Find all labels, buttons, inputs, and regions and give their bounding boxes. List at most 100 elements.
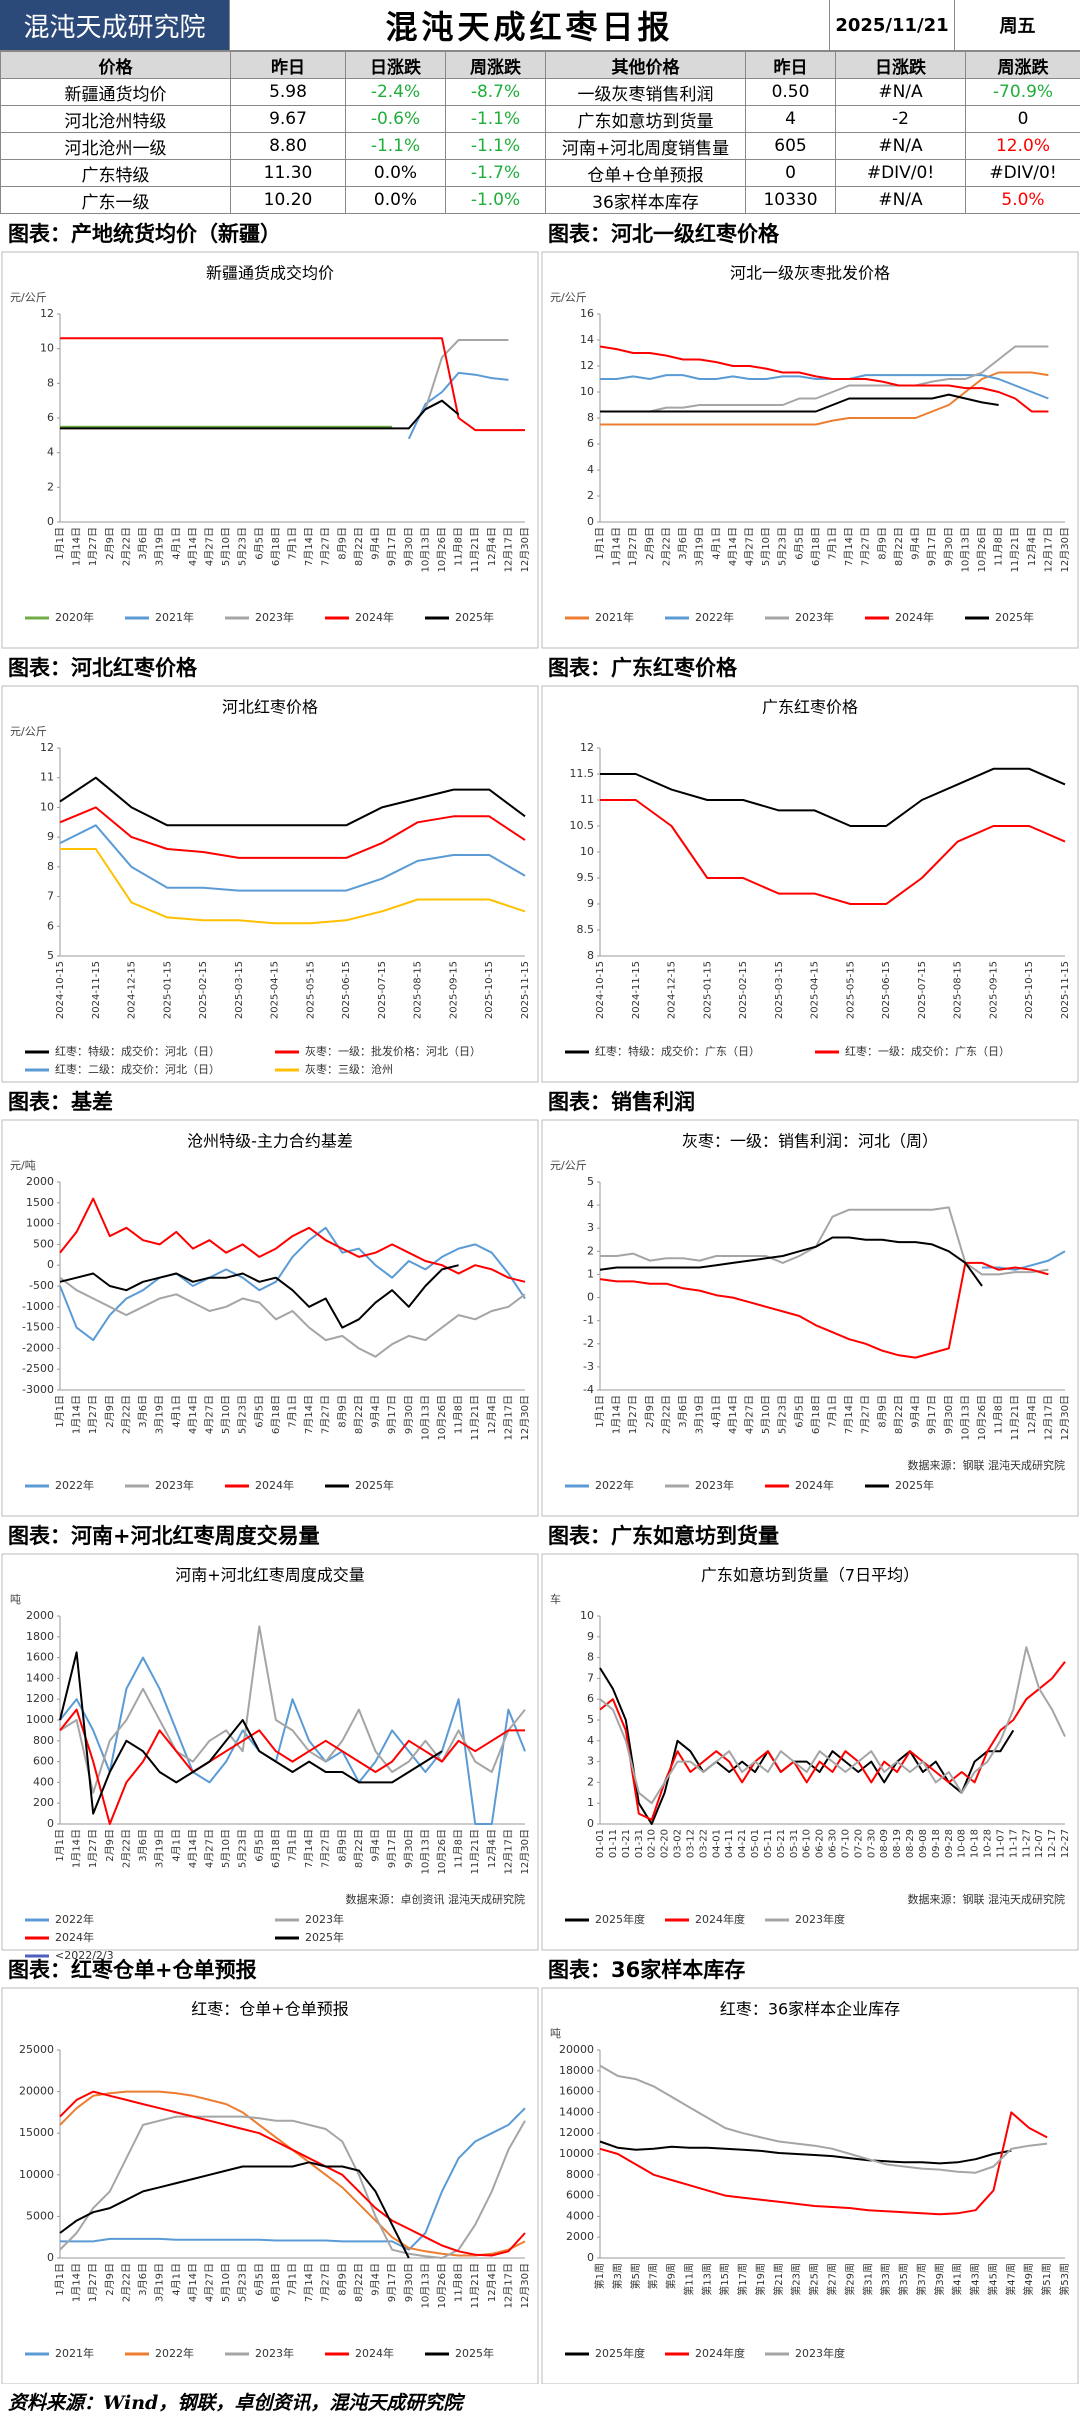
x-tick-label: 4月14日	[187, 1395, 199, 1434]
y-tick-label: 1	[587, 1267, 594, 1280]
x-tick-label: 2月22日	[660, 527, 672, 566]
x-tick-label: 9月17日	[926, 1395, 938, 1434]
x-tick-label: 6月18日	[810, 527, 822, 566]
x-tick-label: 2月9日	[644, 527, 656, 560]
legend-label: 2023年	[305, 1912, 344, 1926]
panel-frame	[1, 1553, 539, 1951]
x-tick-label: 11月8日	[453, 527, 465, 566]
x-tick-label: 第23周	[790, 2263, 803, 2296]
x-tick-label: 5月10日	[760, 1395, 772, 1434]
x-tick-label: 5月10日	[220, 1395, 232, 1434]
x-tick-label: 7月14日	[303, 1829, 315, 1868]
series-line	[59, 824, 526, 892]
unit-label: 元/公斤	[10, 291, 47, 304]
legend-label: 2020年	[55, 610, 94, 624]
chart-title: 河南+河北红枣周度成交量	[175, 1566, 364, 1585]
x-tick-label: 2025-11-15	[1060, 961, 1071, 1019]
panel-frame	[1, 685, 539, 1083]
x-tick-label: 11月8日	[453, 1395, 465, 1434]
y-tick-label: 800	[33, 1734, 54, 1747]
x-tick-label: 2025-07-15	[377, 961, 388, 1019]
y-tick-label: 4	[587, 1198, 594, 1211]
y-tick-label: 0	[587, 515, 594, 528]
legend-label: 2025年度	[595, 1912, 645, 1926]
panel-title: 图表：36家样本库存	[548, 1958, 745, 1982]
x-tick-label: 3月19日	[154, 527, 166, 566]
x-tick-label: 11月21日	[469, 1829, 481, 1874]
x-tick-label: 4月14日	[187, 2263, 199, 2302]
legend-label: 2021年	[155, 610, 194, 624]
x-tick-label: 11-27	[1021, 1829, 1032, 1858]
x-tick-label: 2025-06-15	[881, 961, 892, 1019]
y-tick-label: -3	[583, 1360, 594, 1373]
y-tick-label: 0	[587, 2251, 594, 2264]
x-tick-label: 9月4日	[370, 1829, 382, 1862]
y-tick-label: 0	[47, 2251, 54, 2264]
y-tick-label: 200	[33, 1796, 54, 1809]
table-row: 广东一级 10.20 0.0% -1.0% 36家样本库存 10330 #N/A 5.0%	[0, 186, 1080, 214]
x-tick-label: 10月13日	[419, 1395, 431, 1440]
panel-frame	[541, 1119, 1079, 1517]
legend-label: 2025年	[895, 1478, 934, 1492]
x-tick-label: 4月27日	[203, 527, 215, 566]
y-tick-label: -1500	[22, 1321, 54, 1334]
legend-label: 2024年	[795, 1478, 834, 1492]
panel-frame	[1, 251, 539, 649]
y-tick-label: 6000	[566, 2189, 594, 2202]
table-cell: 10330	[745, 186, 836, 214]
x-tick-label: 3月6日	[137, 2263, 149, 2296]
series-line	[60, 848, 526, 925]
x-tick-label: 2025-02-15	[198, 961, 209, 1019]
x-tick-label: 11月8日	[453, 2263, 465, 2302]
x-tick-label: 2025-02-15	[738, 961, 749, 1019]
y-tick-label: 6	[587, 1692, 594, 1705]
panel-frame	[541, 685, 1079, 1083]
x-tick-label: 8月9日	[336, 527, 348, 560]
chart-title: 沧州特级-主力合约基差	[187, 1132, 353, 1151]
y-tick-label: 18000	[559, 2064, 594, 2077]
y-tick-label: 2	[587, 1244, 594, 1257]
panel-frame	[541, 1553, 1079, 1951]
series-line	[59, 1264, 459, 1329]
x-tick-label: 2025-06-15	[341, 961, 352, 1019]
x-tick-label: 4月1日	[710, 527, 722, 560]
legend-label: 2025年	[995, 610, 1034, 624]
x-tick-label: 2025-01-15	[702, 961, 713, 1019]
x-tick-label: 11月21日	[469, 2263, 481, 2308]
x-tick-label: 10月26日	[436, 527, 448, 572]
x-tick-label: 第17周	[736, 2263, 749, 2296]
x-tick-label: 4月1日	[170, 1829, 182, 1862]
chart-title: 河北一级灰枣批发价格	[730, 264, 890, 283]
x-tick-label: 9月17日	[386, 2263, 398, 2302]
x-tick-label: 第37周	[915, 2263, 928, 2296]
y-tick-label: 3	[587, 1221, 594, 1234]
x-tick-label: 10月26日	[436, 1395, 448, 1440]
x-tick-label: 1月27日	[87, 2263, 99, 2302]
x-tick-label: 4月14日	[187, 1829, 199, 1868]
x-tick-label: 3月6日	[137, 527, 149, 560]
series-line	[600, 393, 999, 413]
x-tick-label: 7月14日	[303, 2263, 315, 2302]
series-line	[407, 371, 509, 440]
panel-frame	[1, 1119, 539, 1517]
x-tick-label: 第31周	[861, 2263, 874, 2296]
x-tick-label: 1月14日	[611, 527, 623, 566]
x-tick-label: 1月1日	[594, 1395, 606, 1428]
table-cell: 一级灰枣销售利润	[545, 78, 746, 106]
series-line	[59, 2161, 410, 2259]
y-tick-label: -2	[583, 1337, 594, 1350]
x-tick-label: 12月30日	[519, 1395, 531, 1440]
legend-label: 2024年度	[695, 1912, 745, 1926]
x-tick-label: 5月23日	[237, 1829, 249, 1868]
x-tick-label: 4月27日	[203, 2263, 215, 2302]
chart-title: 红枣：仓单+仓单预报	[191, 2000, 348, 2019]
x-tick-label: 1月1日	[54, 527, 66, 560]
legend-label: 灰枣：三级：沧州	[305, 1062, 393, 1076]
legend-label: 2023年	[255, 610, 294, 624]
x-tick-label: 2024-11-15	[631, 961, 642, 1019]
x-tick-label: 5月23日	[777, 1395, 789, 1434]
x-tick-label: 2024-12-15	[667, 961, 678, 1019]
table-row: 河北沧州特级 9.67 -0.6% -1.1% 广东如意坊到货量 4 -2 0	[0, 105, 1080, 133]
panel-title: 图表：基差	[8, 1090, 113, 1114]
